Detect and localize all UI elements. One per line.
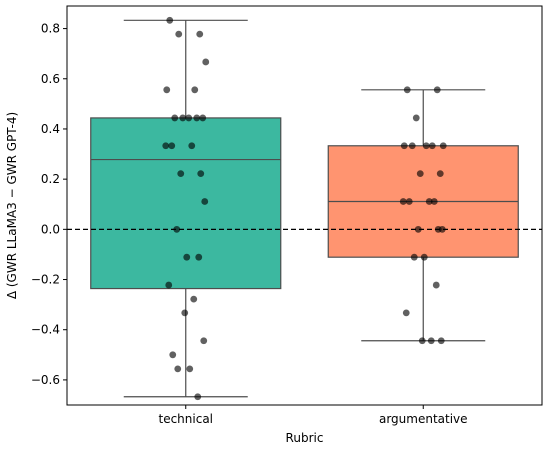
data-point-technical <box>185 114 193 122</box>
data-point-technical <box>202 58 210 66</box>
data-point-technical <box>171 114 179 122</box>
data-point-argumentative <box>433 86 441 94</box>
y-axis: −0.6 −0.4 −0.2 0.0 0.2 0.4 0.6 0.8 <box>31 22 67 387</box>
y-tick-label: −0.6 <box>31 373 60 387</box>
data-point-argumentative <box>399 198 407 205</box>
data-point-technical <box>175 30 183 38</box>
data-point-technical <box>179 114 187 122</box>
data-point-argumentative <box>438 225 446 233</box>
data-point-argumentative <box>437 337 445 345</box>
data-point-technical <box>191 86 199 94</box>
data-point-argumentative <box>402 309 410 317</box>
data-point-technical <box>195 253 203 261</box>
y-axis-label: Δ (GWR LLaMA3 − GWR GPT-4) <box>5 112 19 299</box>
data-point-argumentative <box>439 142 447 150</box>
plot-frame <box>66 5 543 406</box>
data-point-argumentative <box>416 170 424 178</box>
x-axis-label: Rubric <box>286 431 324 445</box>
data-point-argumentative <box>412 114 420 122</box>
x-tick-label-argumentative: argumentative <box>379 412 468 426</box>
y-tick-label: −0.4 <box>31 323 60 337</box>
data-point-argumentative <box>425 198 433 205</box>
y-tick-label: 0.4 <box>41 122 60 136</box>
data-point-technical <box>197 170 205 178</box>
x-tick-label-technical: technical <box>158 412 213 426</box>
data-point-technical <box>193 114 201 122</box>
data-point-technical <box>201 198 209 205</box>
data-point-technical <box>200 337 208 345</box>
data-point-argumentative <box>405 198 413 205</box>
data-point-argumentative <box>420 253 428 261</box>
data-point-technical <box>183 253 191 261</box>
data-point-technical <box>196 30 204 38</box>
data-point-technical <box>188 142 196 150</box>
y-tick-label: 0.2 <box>41 172 60 186</box>
data-point-argumentative <box>410 253 418 261</box>
data-point-argumentative <box>427 337 435 345</box>
points-layer <box>162 16 447 401</box>
data-point-technical <box>174 365 182 373</box>
data-point-argumentative <box>428 142 436 150</box>
data-point-technical <box>169 351 177 359</box>
data-point-argumentative <box>408 142 416 150</box>
data-point-argumentative <box>414 225 422 233</box>
boxes-layer <box>90 19 519 398</box>
data-point-argumentative <box>400 142 408 150</box>
data-point-technical <box>162 142 170 150</box>
data-point-technical <box>165 281 173 289</box>
data-point-technical <box>190 295 198 303</box>
x-axis: technical argumentative <box>158 405 468 426</box>
y-tick-label: 0.8 <box>41 22 60 36</box>
box-technical <box>90 117 282 290</box>
data-point-argumentative <box>418 337 426 345</box>
data-point-argumentative <box>432 281 440 289</box>
data-point-technical <box>166 16 174 24</box>
data-point-argumentative <box>403 86 411 94</box>
data-point-technical <box>181 309 189 317</box>
data-point-technical <box>186 365 194 373</box>
data-point-technical <box>163 86 171 94</box>
y-tick-label: −0.2 <box>31 273 60 287</box>
data-point-argumentative <box>430 198 438 205</box>
data-point-technical <box>194 393 202 401</box>
data-point-technical <box>168 142 176 150</box>
data-point-argumentative <box>436 170 444 178</box>
data-point-technical <box>173 225 181 233</box>
data-point-technical <box>177 170 185 178</box>
data-point-technical <box>199 114 207 122</box>
data-point-argumentative <box>422 142 430 150</box>
y-tick-label: 0.6 <box>41 72 60 86</box>
y-tick-label: 0.0 <box>41 222 60 236</box>
